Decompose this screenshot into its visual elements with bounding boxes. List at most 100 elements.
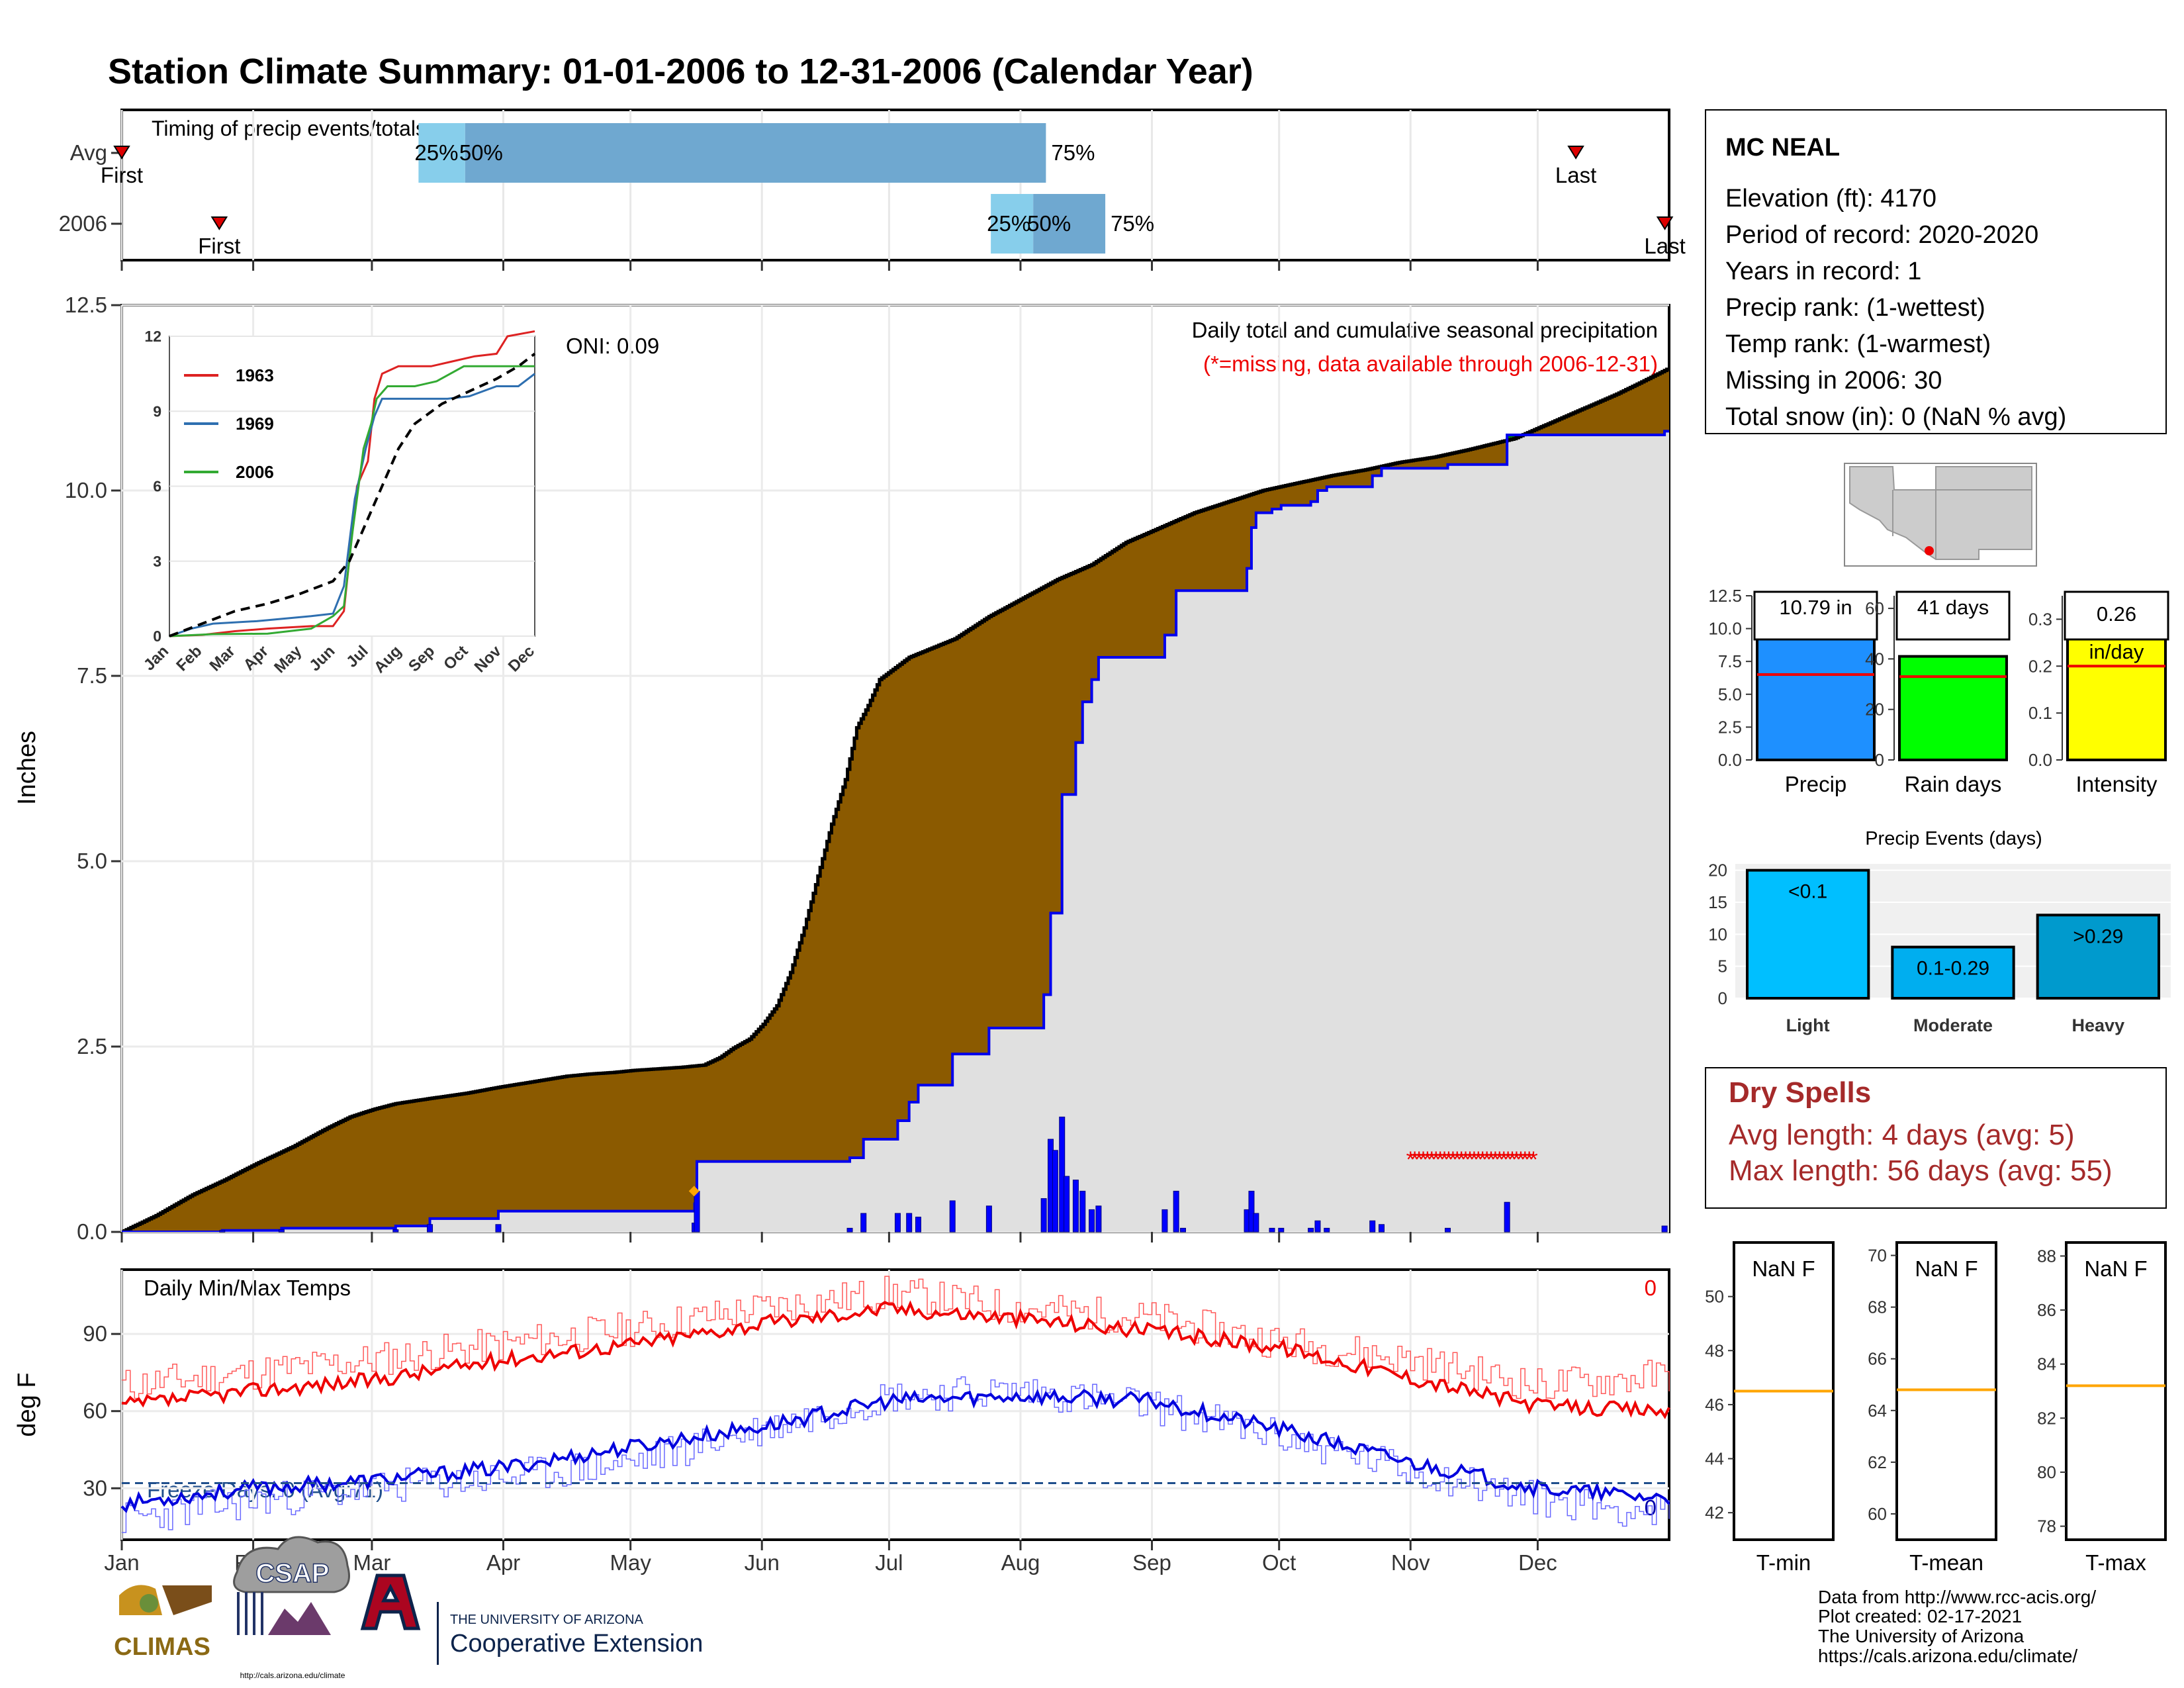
missing-marker-14: * [1465, 1147, 1474, 1172]
precip-below-avg-area [124, 369, 1669, 1232]
small-ytick-label-1-2: 40 [1865, 649, 1884, 669]
small-bar-label-0: Precip [1785, 772, 1847, 796]
state-borders [1892, 467, 2032, 559]
climas-logo-mark-dark [162, 1585, 212, 1615]
temp-box-ytick-label-2-0: 78 [2037, 1517, 2056, 1536]
events-category-2: Heavy [2072, 1015, 2125, 1035]
last-label-1: Last [1644, 234, 1685, 258]
small-ytick-label-0-4: 10.0 [1708, 619, 1742, 639]
temp-box-2 [2065, 1241, 2167, 1541]
station-frame [1705, 109, 2167, 434]
small-ytick-label-0-2: 5.0 [1718, 684, 1742, 704]
small-value-label-1: 41 days [1917, 596, 1989, 619]
inset-legend-label-1: 1969 [236, 414, 274, 434]
temp-ytick-label-0: 30 [83, 1476, 107, 1500]
daily-precip-bar-12 [949, 1200, 956, 1233]
daily-precip-bar-10 [906, 1213, 913, 1233]
dry-spells-avg: Avg length: 4 days (avg: 5) [1729, 1119, 2075, 1151]
timing-panel: Timing of precip events/totals Avg 25% 50%… [59, 109, 1686, 271]
missing-marker-9: * [1444, 1147, 1453, 1172]
inset-ytick-label-2: 6 [153, 478, 161, 495]
daily-precip-bar-27 [1248, 1190, 1255, 1233]
events-ytick-label-4: 20 [1708, 861, 1727, 880]
inset-ytick-label-1: 3 [153, 553, 161, 570]
temp-box-ytick-label-1-0: 60 [1868, 1504, 1887, 1524]
daily-precip-bar-31 [1308, 1227, 1314, 1233]
missing-marker-27: * [1521, 1147, 1529, 1172]
inset-series-line-1 [169, 373, 535, 637]
month-label-9: Oct [1262, 1550, 1296, 1575]
precip-title: Daily total and cumulative seasonal prec… [1192, 318, 1658, 342]
small-value-label-2: 0.26 [2097, 602, 2136, 626]
daily-precip-bar-8 [860, 1213, 867, 1233]
daily-precip-bar-22 [1095, 1205, 1102, 1233]
month-label-0: Jan [104, 1550, 139, 1575]
temp-box-ytick-label-1-4: 68 [1868, 1297, 1887, 1317]
missing-marker-17: * [1479, 1147, 1487, 1172]
events-bar-1 [1891, 945, 2015, 1000]
timing-title: Timing of precip events/totals [152, 117, 426, 140]
inset-legend-label-2: 2006 [236, 462, 274, 482]
timing-bar-q25-1 [991, 194, 1034, 254]
temp-box-ytick-label-2-4: 86 [2037, 1300, 2056, 1320]
temp-count-top: 0 [1645, 1276, 1657, 1300]
missing-marker-21: * [1495, 1147, 1504, 1172]
daily-precip-bar-33 [1324, 1227, 1330, 1233]
missing-marker-25: * [1512, 1147, 1521, 1172]
inset-ytick-label-0: 0 [153, 628, 161, 645]
events-bar-2 [2036, 914, 2161, 1000]
small-ytick-label-1-3: 60 [1865, 598, 1884, 618]
temp-panel: Daily Min/Max Temps 0 0 deg F Freeze Day… [13, 1268, 1670, 1575]
small-bar-1 [1898, 655, 2008, 761]
small-ytick-label-1-0: 0 [1875, 750, 1884, 770]
daily-precip-bar-7 [846, 1227, 853, 1233]
small-bar-label-2: Intensity [2076, 772, 2158, 796]
month-label-2: Mar [353, 1550, 391, 1575]
first-label-0: First [101, 163, 143, 187]
missing-marker-8: * [1440, 1147, 1449, 1172]
first-marker-0 [113, 146, 130, 160]
temp-title: Daily Min/Max Temps [144, 1276, 351, 1300]
small-ytick-label-0-0: 0.0 [1718, 750, 1742, 770]
temp-ytick-label-2: 90 [83, 1321, 107, 1346]
events-value-label-0: <0.1 [1788, 881, 1827, 903]
temp-box-ytick-label-1-5: 70 [1868, 1246, 1887, 1266]
small-ytick-label-0-5: 12.5 [1708, 586, 1742, 606]
station-period: Period of record: 2020-2020 [1725, 221, 2038, 249]
timing-row-label-1: 2006 [59, 211, 107, 236]
footer: CLIMAS CSAP http://cals.arizona.edu/clim… [113, 1536, 2096, 1680]
missing-marker-23: * [1504, 1147, 1512, 1172]
daily-precip-bar-16 [1052, 1150, 1058, 1233]
missing-marker-26: * [1516, 1147, 1525, 1172]
temp-box-ytick-label-0-4: 50 [1705, 1287, 1724, 1307]
events-ytick-label-1: 5 [1718, 957, 1727, 976]
temp-box-label-1: T-mean [1909, 1550, 1983, 1575]
daily-precip-bar-17 [1059, 1116, 1066, 1233]
csap-url: http://cals.arizona.edu/climate [240, 1671, 345, 1680]
temp-ylabel: deg F [13, 1372, 41, 1436]
small-value-unit-2: in/day [2089, 640, 2144, 663]
events-bar-0 [1746, 868, 1870, 1000]
credit-university: The University of Arizona [1818, 1626, 2025, 1646]
oni-label: ONI: 0.09 [566, 334, 659, 358]
daily-precip-bar-38 [1661, 1225, 1668, 1233]
missing-marker-6: * [1432, 1147, 1440, 1172]
small-bar-label-1: Rain days [1905, 772, 2002, 796]
daily-precip-bar-35 [1379, 1224, 1385, 1233]
ua-divider [437, 1602, 439, 1665]
daily-precip-bar-18 [1064, 1176, 1070, 1233]
small-value-label-0: 10.79 in [1779, 596, 1852, 619]
station-name: MC NEAL [1725, 134, 1840, 162]
missing-marker-13: * [1461, 1147, 1470, 1172]
precip-subtitle: (*=missing, data available through 2006-… [1203, 352, 1658, 376]
month-label-6: Jul [875, 1550, 903, 1575]
daily-precip-bar-30 [1278, 1227, 1285, 1233]
daily-precip-bar-25 [1179, 1227, 1186, 1233]
station-temp-rank: Temp rank: (1-warmest) [1725, 330, 1991, 358]
missing-marker-20: * [1491, 1147, 1500, 1172]
min-avg-line [120, 1388, 1670, 1513]
station-missing: Missing in 2006: 30 [1725, 367, 1942, 395]
precip-ytick-label-3: 7.5 [77, 663, 107, 688]
small-ytick-label-2-0: 0.0 [2028, 750, 2052, 770]
